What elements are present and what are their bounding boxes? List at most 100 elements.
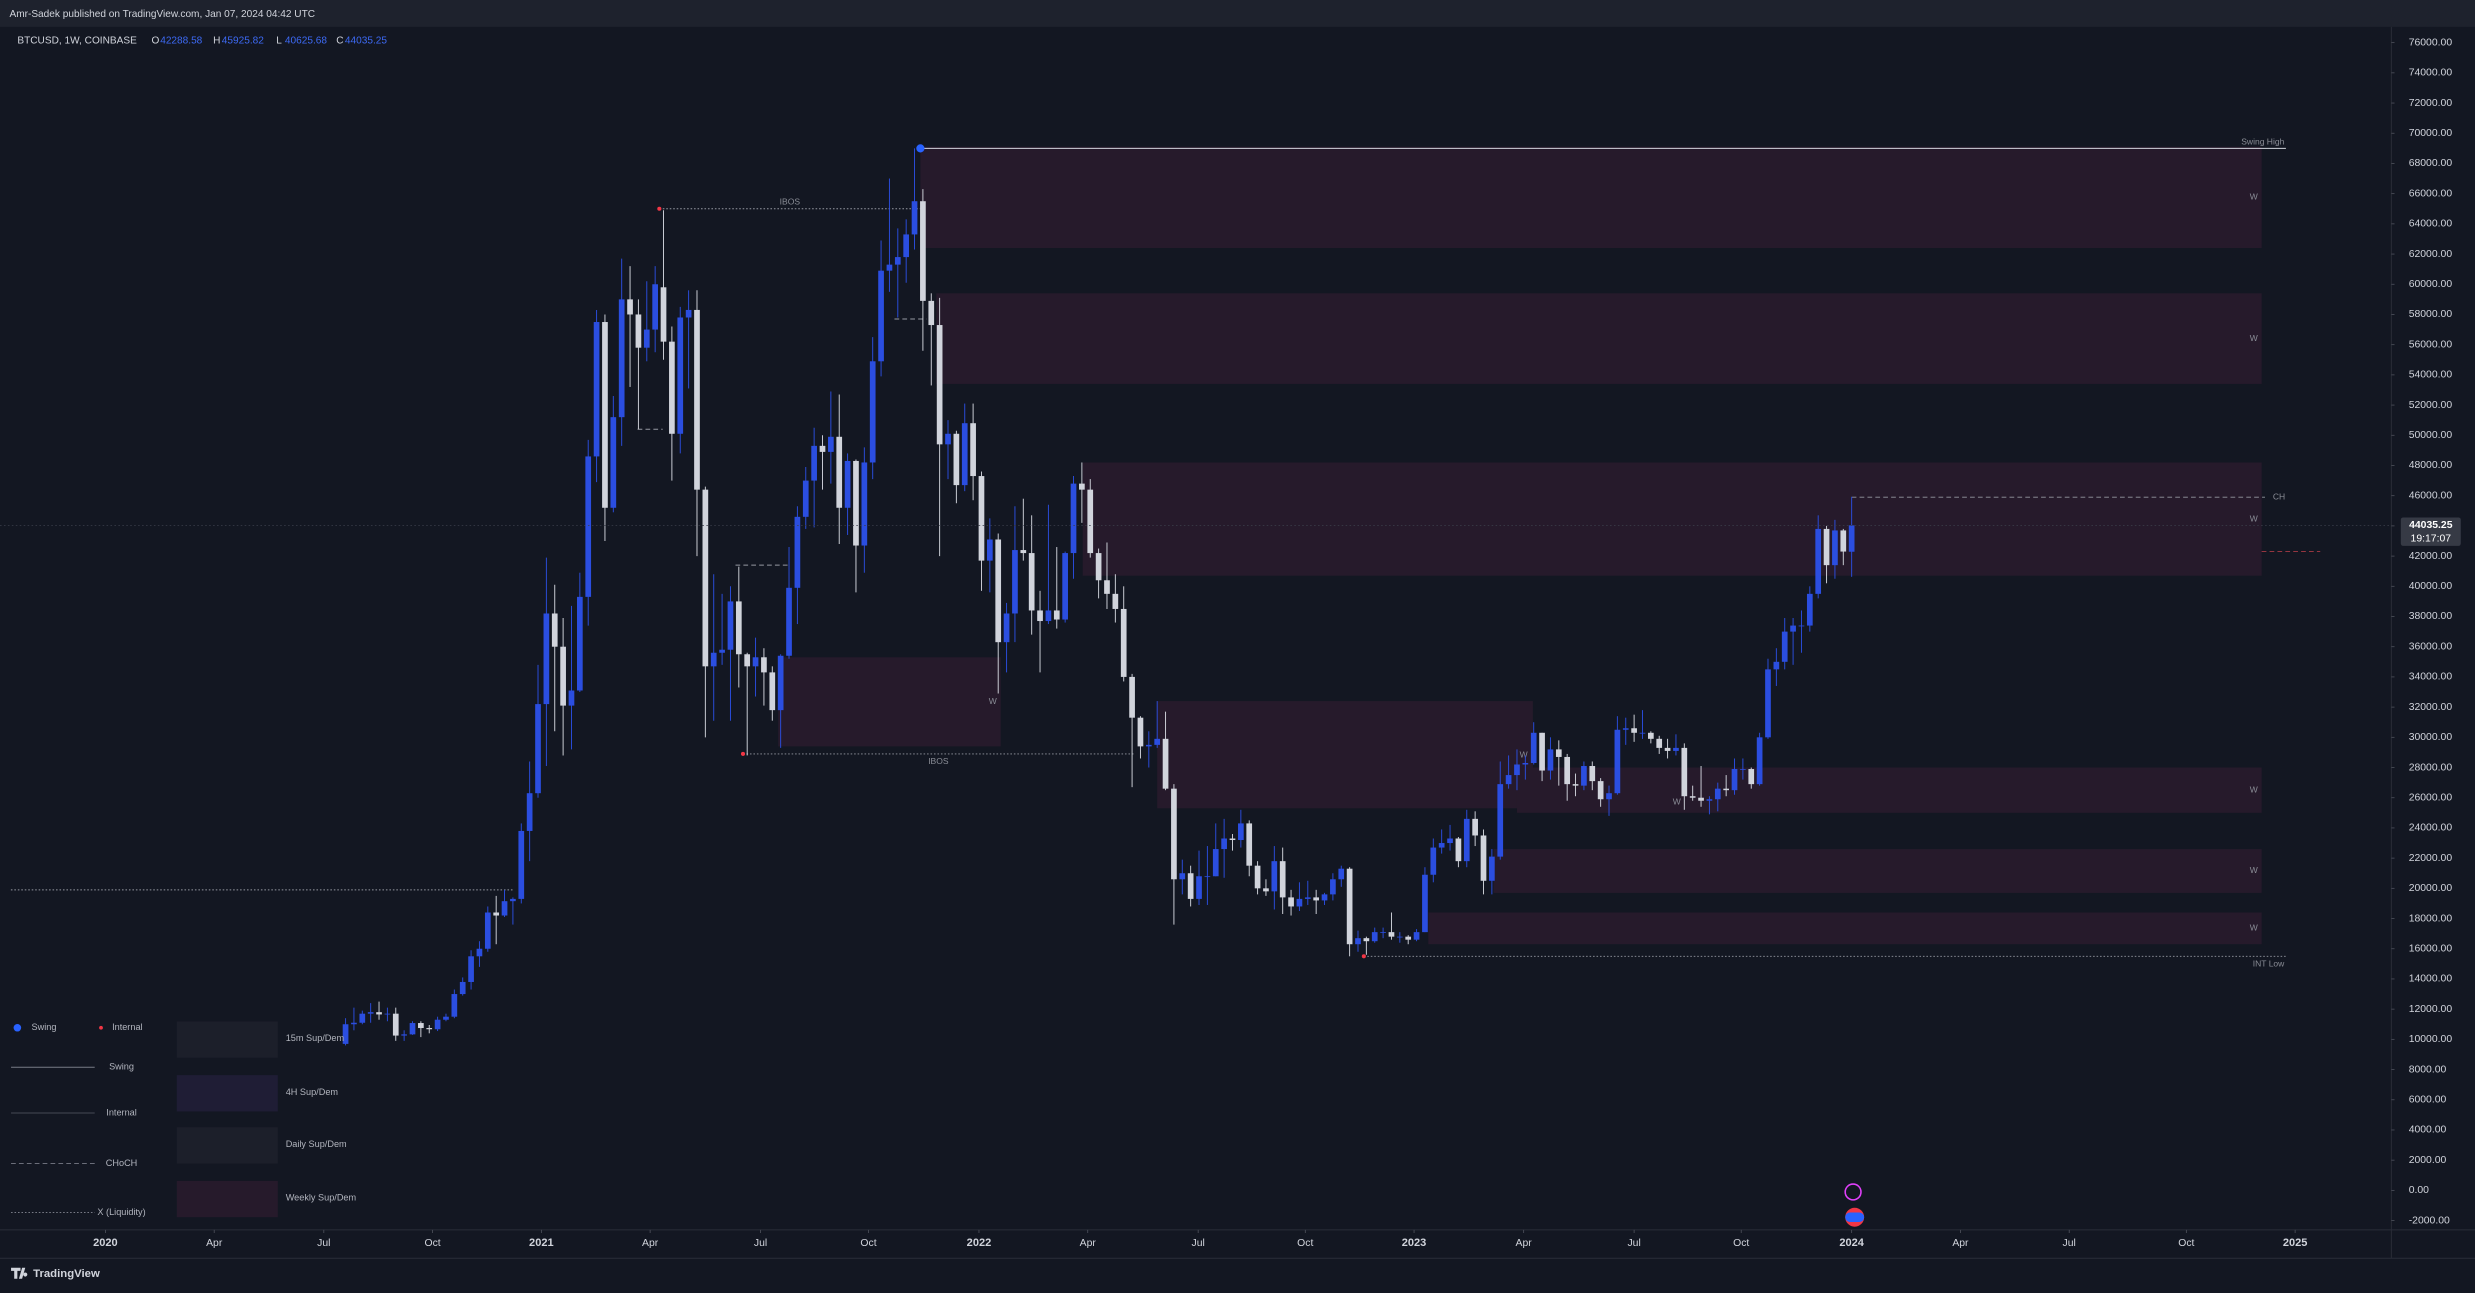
candle-body	[1505, 775, 1512, 785]
candle-body	[1840, 530, 1847, 552]
candle-body	[443, 1016, 449, 1020]
y-tick-label: 58000.00	[2409, 309, 2453, 320]
candle-body	[484, 912, 491, 949]
candle-body	[1572, 784, 1579, 786]
candle-body	[1371, 932, 1378, 942]
candle-body	[844, 460, 851, 508]
candle-body	[769, 672, 776, 711]
x-tick-label: Apr	[642, 1238, 659, 1249]
candle-body	[1564, 756, 1571, 785]
candle-body	[1212, 849, 1219, 877]
candle-body	[1664, 747, 1671, 751]
candle-body	[610, 417, 617, 508]
x-tick-label: Jul	[754, 1238, 767, 1249]
candle-body	[1848, 525, 1855, 552]
x-tick-label: 2024	[1839, 1237, 1864, 1249]
ohlc-value: 44035.25	[345, 36, 387, 47]
candle-body	[1363, 938, 1370, 942]
candle-body	[426, 1028, 433, 1030]
candle-body	[1832, 530, 1838, 566]
y-tick-label: 24000.00	[2409, 823, 2453, 834]
y-tick-label: 70000.00	[2409, 128, 2453, 139]
candle-body	[501, 901, 508, 916]
candle-body	[643, 329, 650, 348]
y-tick-label: 18000.00	[2409, 913, 2453, 924]
candle-body	[986, 539, 993, 561]
candle-body	[953, 433, 960, 486]
brand-name[interactable]: TradingView	[33, 1268, 100, 1280]
swing-point	[916, 144, 925, 153]
supply-demand-zone	[936, 293, 2262, 384]
event-icon[interactable]	[1845, 1212, 1865, 1222]
candle-body	[1447, 838, 1453, 844]
candle-body	[961, 423, 968, 486]
legend-label: Internal	[106, 1107, 136, 1117]
candle-body	[1413, 932, 1420, 940]
candle-body	[1438, 843, 1445, 848]
candle-body	[744, 654, 751, 667]
x-tick-label: Jul	[1192, 1238, 1205, 1249]
zone-label: W	[2250, 784, 2259, 794]
candle-body	[1781, 631, 1788, 662]
event-icon[interactable]	[1844, 1183, 1862, 1201]
candle-body	[1555, 749, 1562, 757]
candle-body	[1656, 738, 1663, 748]
candle-body	[577, 596, 583, 691]
candle-body	[476, 948, 483, 957]
swing-point	[740, 751, 746, 756]
supply-demand-zone	[1428, 912, 2262, 945]
candle-body	[1238, 823, 1244, 841]
candle-body	[526, 793, 533, 831]
candle-body	[911, 201, 918, 235]
candle-body	[1095, 553, 1102, 581]
candle-body	[384, 1013, 391, 1015]
y-tick-label: 40000.00	[2409, 581, 2453, 592]
candle-body	[1405, 936, 1412, 940]
candle-body	[1597, 781, 1604, 800]
y-tick-label: 4000.00	[2409, 1125, 2447, 1136]
candle-body	[585, 456, 592, 597]
level-label: IBOS	[780, 197, 801, 207]
candle-body	[1137, 717, 1144, 747]
y-tick-label: 10000.00	[2409, 1034, 2453, 1045]
candle-body	[869, 361, 876, 463]
supply-demand-zone	[1516, 767, 2262, 813]
candle-body	[1179, 873, 1186, 880]
candle-body	[1790, 625, 1796, 632]
candle-body	[1296, 898, 1303, 907]
candle-body	[928, 300, 935, 326]
level-label: CH	[2273, 491, 2285, 501]
candle-body	[1497, 784, 1504, 857]
symbol-info: BTCUSD, 1W, COINBASE	[17, 36, 137, 47]
brand-logo	[11, 1267, 28, 1279]
y-tick-label: 8000.00	[2409, 1064, 2447, 1075]
candle-body	[1171, 788, 1177, 880]
zone-label: W	[989, 696, 998, 706]
legend-label: 15m Sup/Dem	[286, 1033, 345, 1043]
candle-body	[1798, 625, 1805, 627]
candle-body	[1196, 876, 1202, 899]
candle-body	[694, 309, 700, 490]
y-tick-label: 62000.00	[2409, 249, 2453, 260]
candle-body	[1748, 769, 1755, 785]
candle-body	[1422, 874, 1428, 933]
x-tick-label: 2025	[2283, 1237, 2308, 1249]
candle-body	[392, 1013, 399, 1036]
publish-info: Amr-Sadek published on TradingView.com, …	[9, 9, 315, 20]
zone-label: W	[2250, 333, 2259, 343]
last-price-value: 44035.25	[2409, 520, 2453, 531]
x-tick-label: Jul	[317, 1238, 330, 1249]
candle-body	[401, 1034, 407, 1036]
candle-body	[1246, 823, 1253, 866]
candle-body	[510, 898, 516, 902]
zone-label: W	[1520, 750, 1529, 760]
y-tick-label: 60000.00	[2409, 279, 2453, 290]
x-tick-label: Oct	[2178, 1238, 2194, 1249]
candle-body	[1589, 766, 1596, 782]
candle-body	[459, 981, 466, 995]
legend-label: CHoCH	[106, 1158, 137, 1168]
candle-body	[1522, 762, 1529, 765]
candle-body	[1765, 669, 1771, 738]
candle-body	[1288, 897, 1294, 907]
